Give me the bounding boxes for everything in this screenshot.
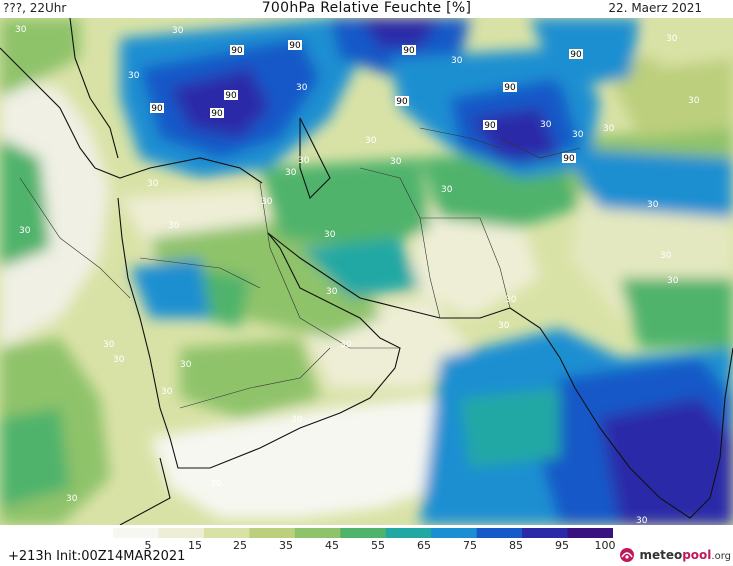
- rh-label-30: 30: [298, 156, 310, 166]
- rh-label-30: 30: [666, 34, 678, 44]
- logo-text: meteopool.org: [639, 548, 731, 562]
- colorbar-segment: [476, 528, 523, 538]
- colorbar-segment: [385, 528, 432, 538]
- colorbar-segment: [522, 528, 569, 538]
- coastlines: [0, 17, 733, 526]
- rh-label-30: 30: [161, 387, 173, 397]
- colorbar: [113, 528, 613, 538]
- colorbar-tick: 35: [279, 539, 293, 552]
- meteopool-logo[interactable]: meteopool.org: [619, 546, 731, 564]
- rh-label-30: 30: [540, 120, 552, 130]
- rh-label-30: 30: [365, 136, 377, 146]
- rh-label-30: 30: [324, 230, 336, 240]
- run-info: +213h Init:00Z14MAR2021: [8, 549, 186, 564]
- svg-text:90: 90: [289, 41, 301, 51]
- colorbar-segment: [294, 528, 341, 538]
- rh-label-30: 30: [326, 287, 338, 297]
- rh-label-30: 30: [660, 251, 672, 261]
- rh-label-30: 30: [441, 185, 453, 195]
- rh-label-30: 30: [15, 25, 27, 35]
- rh-label-30: 30: [505, 295, 517, 305]
- rh-label-30: 30: [128, 71, 140, 81]
- colorbar-segment: [249, 528, 296, 538]
- rh-label-30: 30: [261, 197, 273, 207]
- svg-text:90: 90: [570, 50, 582, 60]
- rh-label-90: 90: [483, 120, 497, 131]
- contour-labels: 90 90 90 90 90 90 90 90 90 90 90 30 30 3…: [15, 25, 700, 526]
- rh-label-30: 30: [66, 494, 78, 504]
- svg-text:90: 90: [563, 154, 575, 164]
- rh-label-30: 30: [390, 157, 402, 167]
- valid-time-label: ???, 22Uhr: [3, 1, 67, 15]
- colorbar-tick: 65: [417, 539, 431, 552]
- rh-label-30: 30: [667, 276, 679, 286]
- rh-label-90: 90: [150, 103, 164, 114]
- map-canvas: 90 90 90 90 90 90 90 90 90 90 90 30 30 3…: [0, 17, 733, 526]
- rh-label-30: 30: [285, 168, 297, 178]
- colorbar-tick: 55: [371, 539, 385, 552]
- colorbar-tick: 15: [188, 539, 202, 552]
- colorbar-tick: 25: [233, 539, 247, 552]
- svg-text:90: 90: [151, 104, 163, 114]
- rh-label-30: 30: [688, 96, 700, 106]
- rh-label-30: 30: [498, 321, 510, 331]
- colorbar-tick: 95: [555, 539, 569, 552]
- rh-label-90: 90: [288, 40, 302, 51]
- colorbar-segment: [567, 528, 613, 538]
- valid-date: 22. Maerz 2021: [608, 1, 702, 15]
- colorbar-segment: [431, 528, 478, 538]
- svg-text:90: 90: [403, 46, 415, 56]
- svg-text:90: 90: [396, 97, 408, 107]
- colorbar-segment: [158, 528, 205, 538]
- rh-label-30: 30: [636, 516, 648, 525]
- colorbar-tick: 75: [463, 539, 477, 552]
- svg-text:90: 90: [225, 91, 237, 101]
- chart-title: 700hPa Relative Feuchte [%]: [261, 0, 472, 16]
- colorbar-tick: 100: [594, 539, 616, 552]
- svg-text:90: 90: [231, 46, 243, 56]
- rh-label-30: 30: [210, 479, 222, 489]
- logo-icon: [620, 548, 635, 562]
- colorbar-tick: 85: [509, 539, 523, 552]
- humidity-map: 90 90 90 90 90 90 90 90 90 90 90 30 30 3…: [0, 17, 733, 526]
- rh-label-90: 90: [230, 45, 244, 56]
- colorbar-tick: 45: [325, 539, 339, 552]
- rh-label-30: 30: [103, 340, 115, 350]
- rh-label-90: 90: [210, 108, 224, 119]
- rh-label-30: 30: [572, 130, 584, 140]
- rh-label-90: 90: [569, 49, 583, 60]
- rh-label-90: 90: [503, 82, 517, 93]
- rh-label-30: 30: [451, 56, 463, 66]
- rh-label-30: 30: [172, 26, 184, 36]
- rh-label-30: 30: [19, 226, 31, 236]
- colorbar-segment: [113, 528, 159, 538]
- rh-label-30: 30: [147, 179, 159, 189]
- country-borders: [19, 127, 581, 409]
- rh-label-30: 30: [296, 83, 308, 93]
- rh-label-30: 30: [168, 221, 180, 231]
- rh-label-90: 90: [224, 90, 238, 101]
- colorbar-segment: [203, 528, 250, 538]
- svg-text:90: 90: [504, 83, 516, 93]
- rh-label-90: 90: [562, 153, 576, 164]
- rh-label-30: 30: [291, 415, 303, 425]
- rh-label-30: 30: [113, 355, 125, 365]
- colorbar-tick: 5: [144, 539, 152, 552]
- rh-label-30: 30: [603, 124, 615, 134]
- rh-label-90: 90: [395, 96, 409, 107]
- rh-label-30: 30: [180, 360, 192, 370]
- svg-text:90: 90: [484, 121, 496, 131]
- colorbar-labels: 5 15 25 35 45 55 65 75 85 95 100: [0, 539, 733, 553]
- rh-label-30: 30: [647, 200, 659, 210]
- svg-text:90: 90: [211, 109, 223, 119]
- colorbar-segment: [340, 528, 387, 538]
- rh-label-30: 30: [340, 340, 352, 350]
- header: ???, 22Uhr 700hPa Relative Feuchte [%] 2…: [0, 0, 733, 18]
- rh-label-90: 90: [402, 45, 416, 56]
